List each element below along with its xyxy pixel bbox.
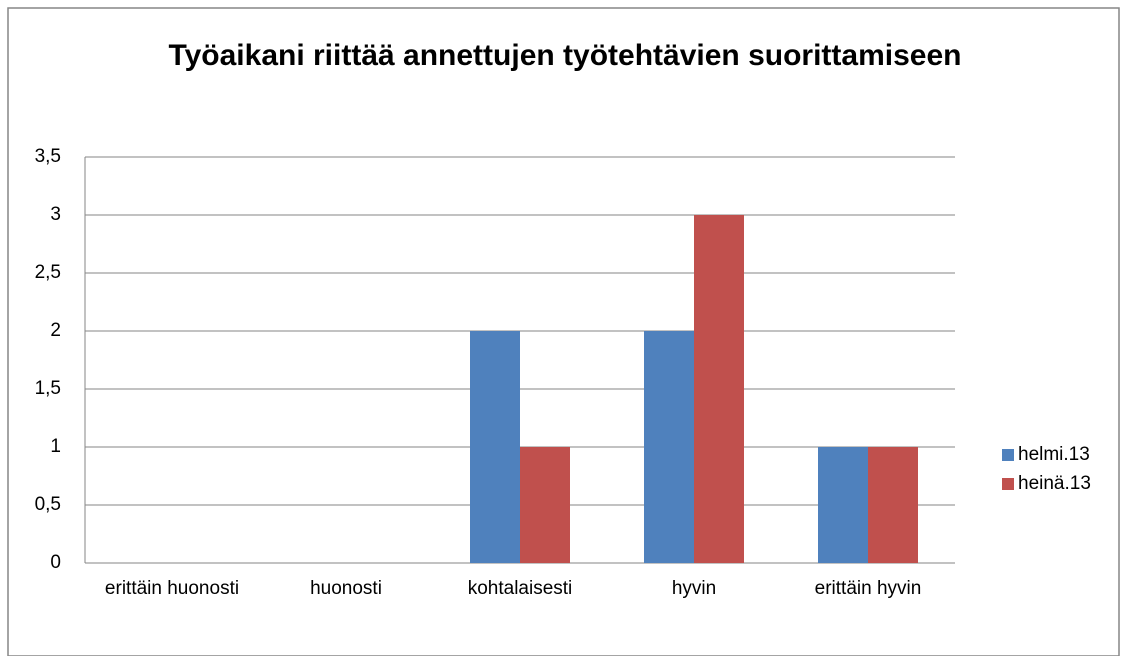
bar [520,447,570,563]
y-tick-label: 2,5 [35,262,61,283]
chart-title: Työaikani riittää annettujen työtehtävie… [169,39,962,72]
y-tick-label: 0 [50,552,61,573]
bar [868,447,918,563]
x-tick-label: erittäin hyvin [814,578,922,599]
x-tick-label: kohtalaisesti [467,578,573,599]
legend-swatch [1002,478,1014,490]
bar [644,331,694,563]
y-tick-label: 1,5 [35,378,61,399]
x-tick-label: hyvin [671,578,717,599]
legend-swatch [1002,449,1014,461]
legend-label: heinä.13 [1018,473,1091,494]
y-tick-label: 3,5 [35,146,61,167]
x-tick-label: huonosti [310,578,382,599]
bar [818,447,868,563]
legend-label: helmi.13 [1018,444,1090,465]
y-tick-label: 3 [50,204,61,225]
y-tick-label: 0,5 [35,494,61,515]
bar [470,331,520,563]
x-tick-label: erittäin huonosti [104,578,240,599]
y-tick-label: 1 [50,436,61,457]
y-tick-label: 2 [50,320,61,341]
bar [694,215,744,563]
